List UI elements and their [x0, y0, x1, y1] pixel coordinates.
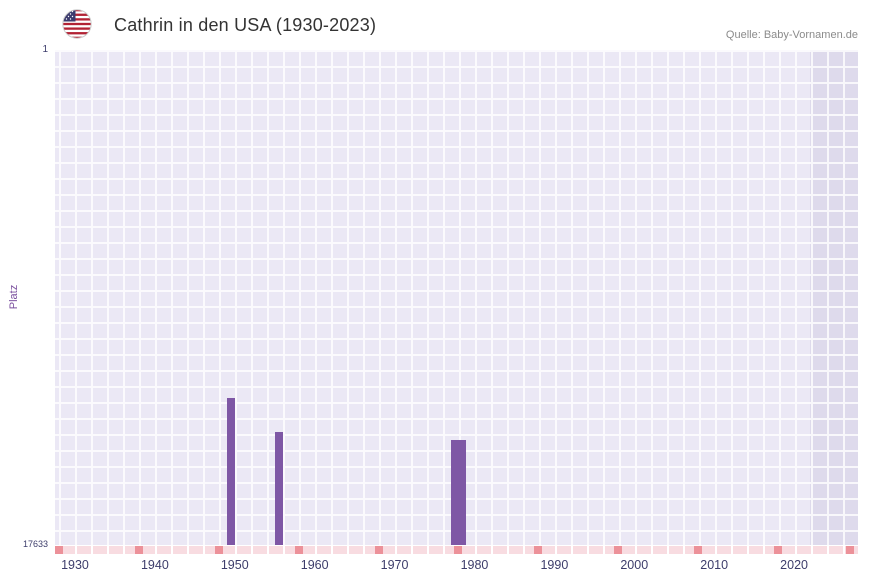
bars-layer: [55, 50, 858, 545]
y-axis-min-label: 17633: [22, 539, 48, 549]
decade-marker: [294, 546, 303, 554]
x-axis-labels: 1930 1940 1950 1960 1970 1980 1990 2000 2010 2020: [55, 558, 858, 580]
x-tick-label: 1970: [380, 558, 409, 572]
x-tick-label: 2020: [780, 558, 808, 572]
decade-marker: [846, 546, 854, 554]
y-axis-max-label: 1: [42, 44, 48, 55]
decade-marker: [454, 546, 463, 554]
decade-marker: [214, 546, 223, 554]
decade-marker: [694, 546, 703, 554]
x-tick-label: 2010: [700, 558, 729, 572]
chart-title: Cathrin in den USA (1930-2023): [114, 15, 377, 35]
x-tick-label: 1930: [61, 558, 89, 572]
bottom-strip: [55, 546, 858, 554]
decade-marker: [55, 546, 63, 554]
x-tick-label: 1940: [140, 558, 169, 572]
decade-marker: [534, 546, 543, 554]
x-tick-label: 1960: [300, 558, 329, 572]
rank-bar: [274, 431, 283, 545]
x-tick-label: 1950: [220, 558, 249, 572]
x-tick-label: 2000: [620, 558, 649, 572]
decade-marker: [134, 546, 143, 554]
decade-marker: [374, 546, 383, 554]
plot-area: [55, 50, 858, 545]
rank-bar: [458, 440, 467, 545]
x-tick-label: 1980: [460, 558, 489, 572]
decade-marker: [774, 546, 783, 554]
rank-bar: [450, 440, 459, 545]
y-axis-title: Platz: [8, 284, 20, 310]
us-flag-icon: [62, 9, 92, 39]
rank-bar: [226, 398, 235, 545]
x-tick-label: 1990: [540, 558, 569, 572]
decade-marker: [614, 546, 623, 554]
source-label: Quelle: Baby-Vornamen.de: [725, 29, 858, 41]
